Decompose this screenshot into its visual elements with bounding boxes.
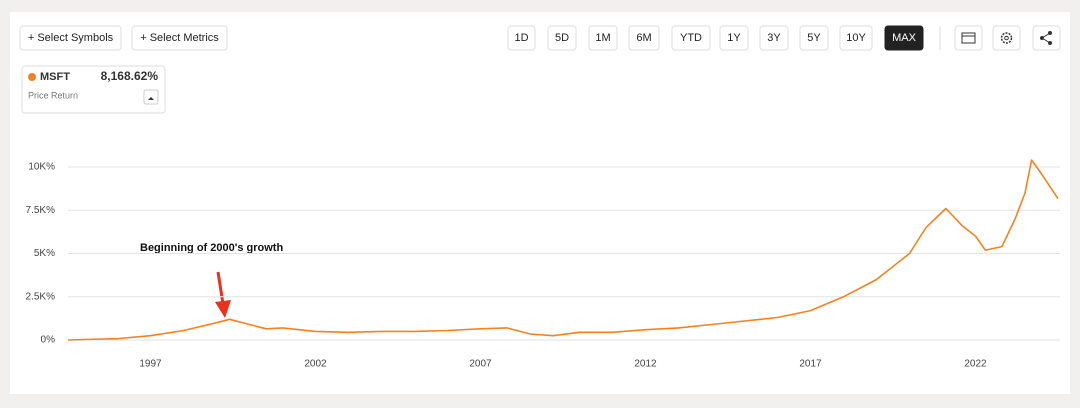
icon-buttons [954,25,1061,51]
x-tick-label: 1997 [139,359,162,370]
button-label: + Select Symbols [28,32,114,44]
button-label: 10Y [846,32,866,44]
panel [10,12,1070,394]
settings-button[interactable] [992,25,1021,51]
button[interactable] [628,25,660,51]
button-label: 5Y [807,32,821,44]
button[interactable] [588,25,618,51]
y-tick-label: 2.5K% [26,291,56,302]
button[interactable] [839,25,873,51]
x-tick-label: 2007 [469,359,492,370]
button[interactable] [131,25,228,51]
button-label: MAX [892,32,917,44]
button-label: + Select Metrics [140,32,219,44]
y-tick-label: 7.5K% [26,205,56,216]
button[interactable] [759,25,789,51]
button-label: 6M [636,32,651,44]
x-tick-label: 2012 [634,359,657,370]
x-tick-label: 2017 [799,359,822,370]
button-label: 5D [555,32,569,44]
button-label: 1D [514,32,528,44]
legend-symbol: MSFT [40,71,70,83]
button-label: 1M [595,32,610,44]
line [67,159,1059,341]
annotation-arrow [215,271,231,318]
legend-box: MSFT 8,168.62% Price Return [21,65,166,114]
button[interactable] [671,25,711,51]
x-tick-label: 2002 [304,359,327,370]
button[interactable] [19,25,122,51]
button-label: 1Y [727,32,741,44]
legend-metric: Price Return [28,90,78,100]
share-button[interactable] [1032,25,1061,51]
annotation: Beginning of 2000's growth [140,242,283,254]
legend-return: 8,168.62% [101,69,159,83]
x-tick-label: 2022 [964,359,987,370]
button[interactable] [547,25,577,51]
table-button[interactable] [954,25,983,51]
y-tick-label: 10K% [28,162,55,173]
button-label: 3Y [767,32,781,44]
y-tick-label: 0% [41,335,56,346]
button[interactable] [719,25,749,51]
y-tick-label: 5K% [34,248,55,259]
button[interactable] [799,25,829,51]
button[interactable] [884,25,924,51]
button-label: YTD [680,32,702,44]
button[interactable] [507,25,536,51]
